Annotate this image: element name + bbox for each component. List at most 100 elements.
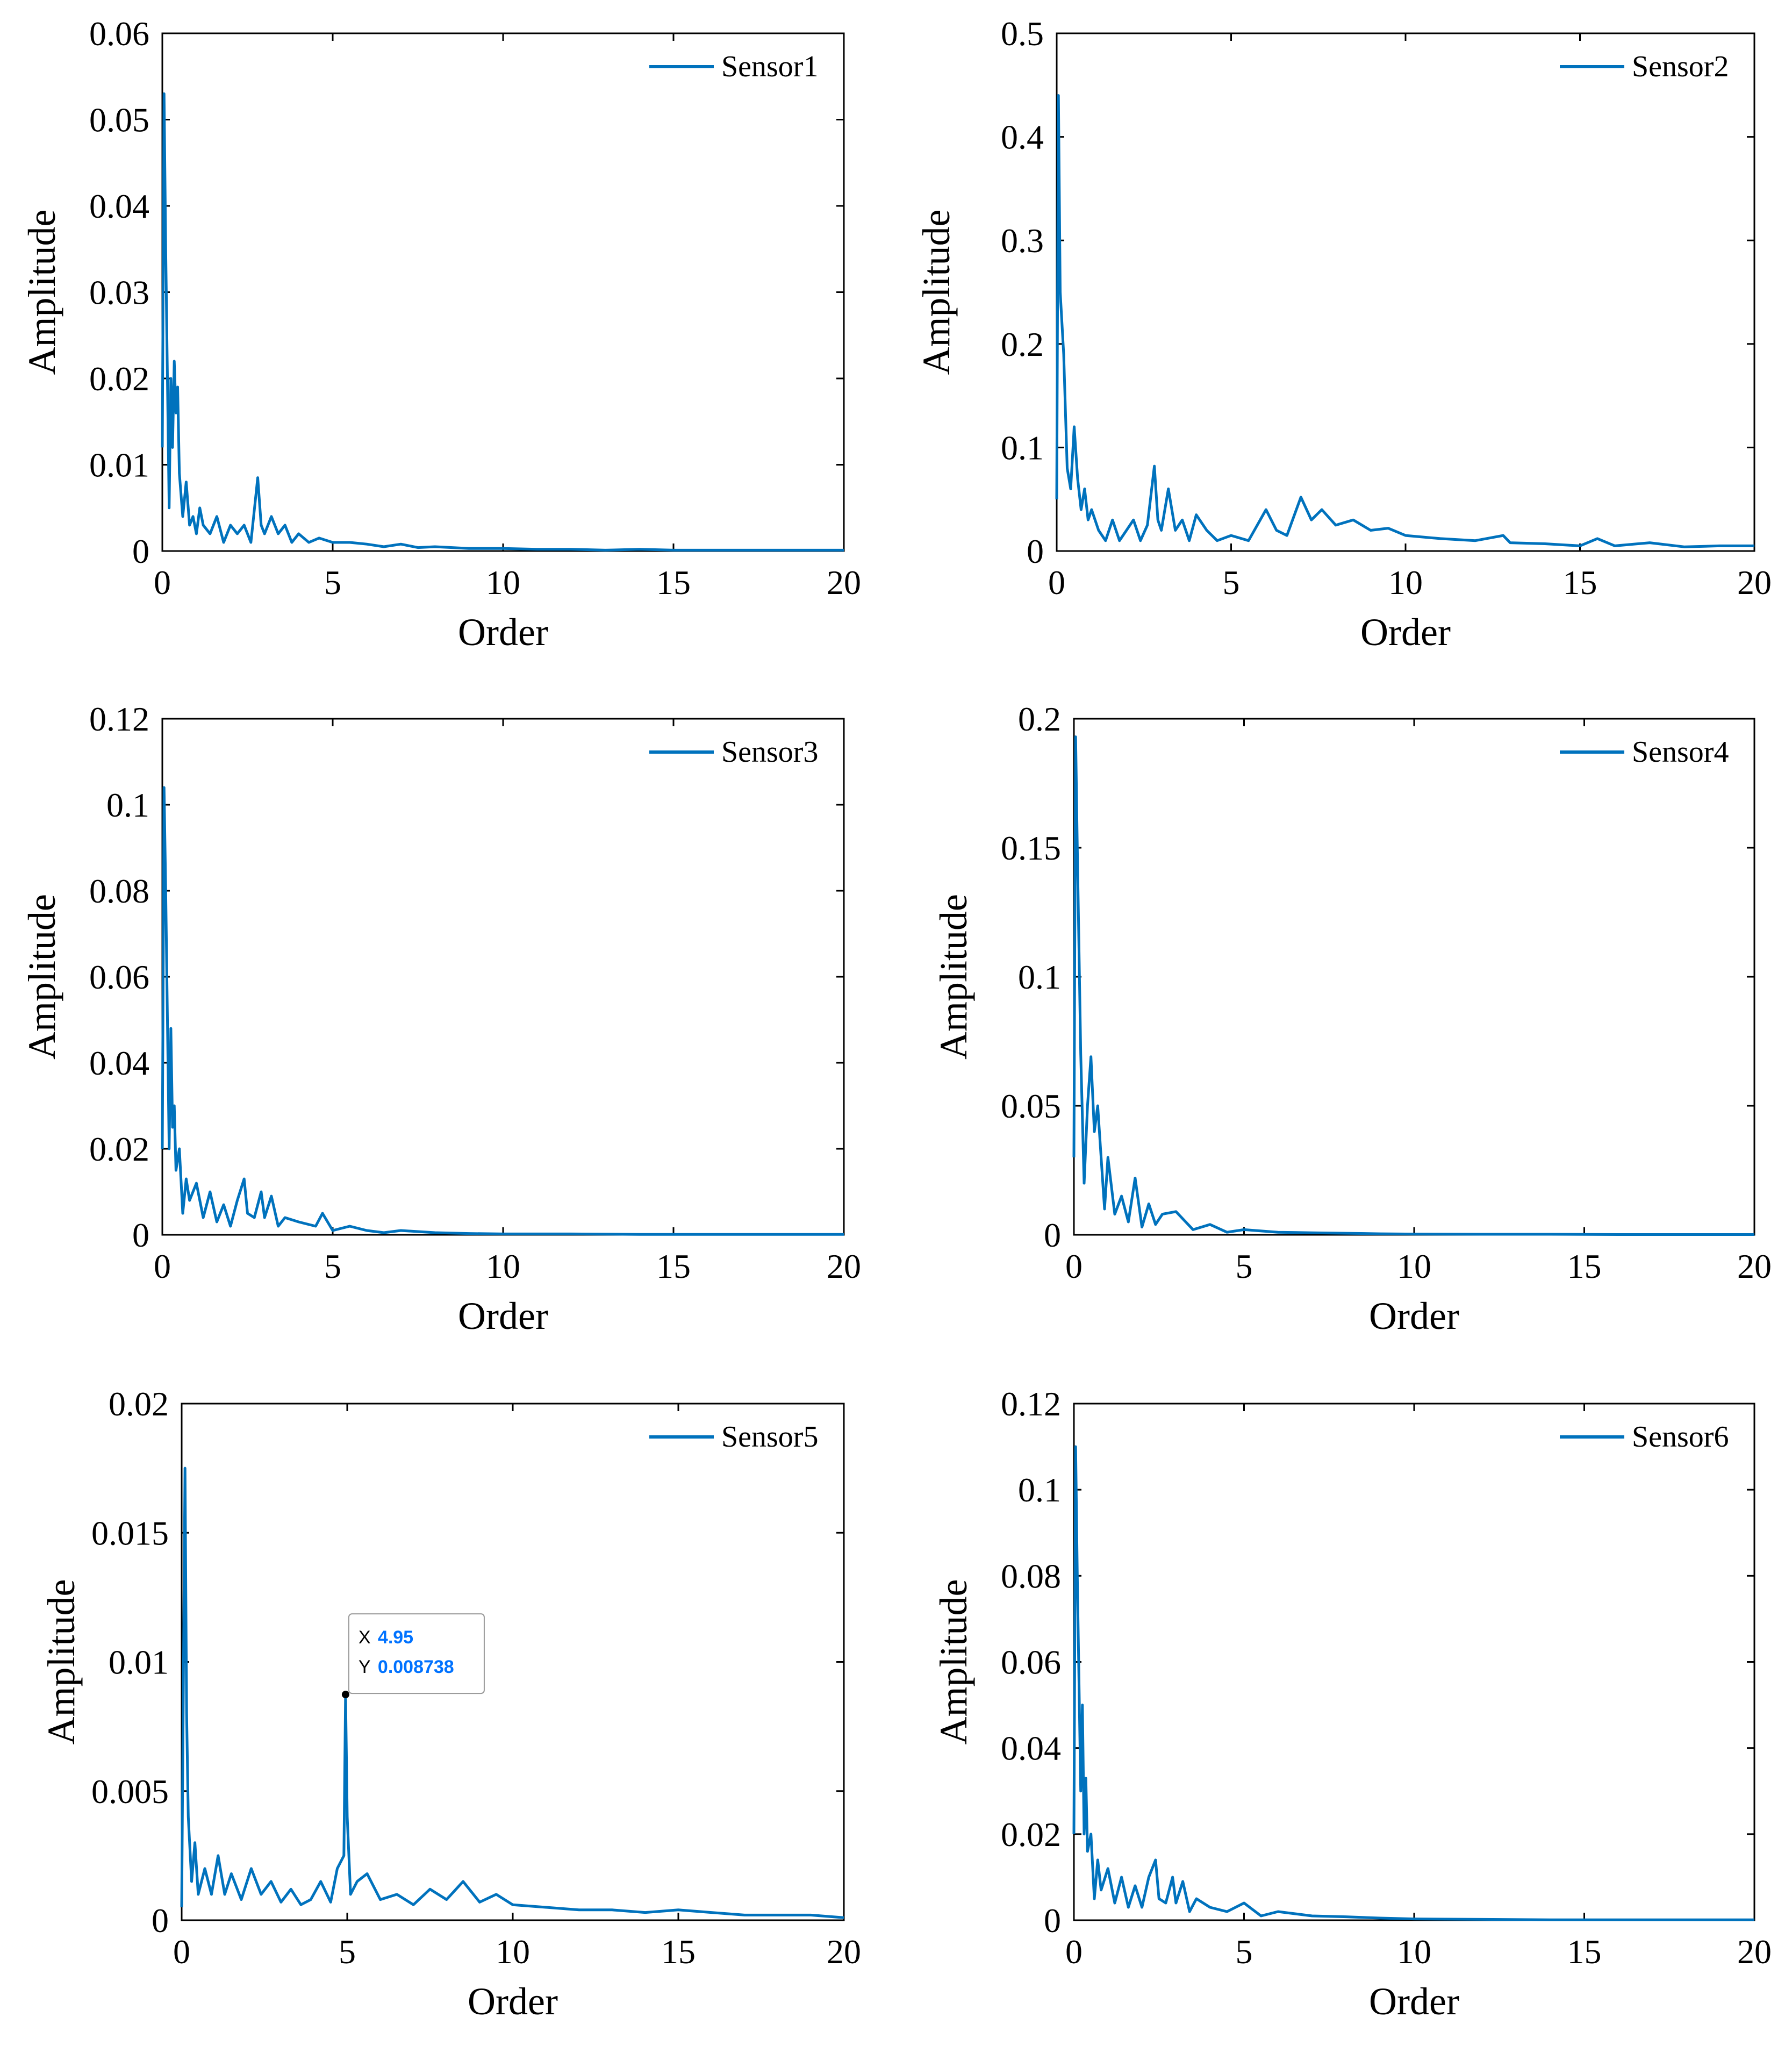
- y-tick-label: 0.12: [1001, 1385, 1061, 1423]
- x-tick-label: 0: [154, 563, 171, 602]
- y-tick-label: 0.02: [1001, 1815, 1061, 1854]
- y-tick-label: 0.12: [89, 700, 149, 738]
- chart-panel-5: 0 5 10 15 20 0 0.005 0.01 0.015 0.02 Order Amplitud…: [40, 1385, 861, 2023]
- legend-label: Sensor6: [1632, 1420, 1729, 1454]
- y-axis-label: Amplitude: [20, 894, 63, 1060]
- legend-label: Sensor3: [721, 735, 818, 769]
- x-tick-label: 5: [324, 1247, 341, 1285]
- datatip-y-value: 0.008738: [378, 1657, 454, 1677]
- y-tick-label: 0.04: [1001, 1729, 1061, 1768]
- x-tick-label: 15: [1567, 1933, 1602, 1971]
- x-tick-label: 20: [827, 1933, 861, 1971]
- x-axis-label: Order: [468, 1980, 558, 2023]
- series-line-sensor2: [1055, 94, 1754, 548]
- x-tick-label: 0: [154, 1247, 171, 1285]
- chart-panel-2: 0 5 10 15 20 0 0.1 0.2 0.3 0.4 0.5 Order Amplitude Se…: [915, 15, 1772, 654]
- x-tick-label: 15: [656, 1247, 691, 1285]
- y-tick-label: 0.06: [89, 15, 149, 53]
- y-tick-label: 0.2: [1018, 700, 1061, 738]
- y-tick-label: 0: [1027, 532, 1044, 570]
- x-tick-label: 20: [1737, 563, 1772, 602]
- legend-label: Sensor1: [721, 50, 818, 83]
- y-tick-label: 0.1: [106, 786, 149, 824]
- datatip[interactable]: X 4.95 Y 0.008738: [341, 1613, 485, 1699]
- y-tick-label: 0.005: [91, 1772, 169, 1811]
- series-line-sensor5: [180, 1467, 844, 1919]
- y-tick-label: 0.1: [1001, 428, 1044, 467]
- axes-box: [181, 1403, 845, 1921]
- y-tick-label: 0: [132, 532, 149, 570]
- y-tick-label: 0.04: [89, 1044, 149, 1082]
- x-tick-label: 20: [1737, 1933, 1772, 1971]
- x-tick-label: 10: [486, 1247, 520, 1285]
- y-tick-label: 0: [1044, 1901, 1061, 1940]
- chart-panel-3: 0 5 10 15 20 0 0.02 0.04 0.06 0.08 0.1 0.12 Order Amp…: [20, 700, 861, 1337]
- y-tick-label: 0.01: [109, 1643, 169, 1682]
- x-tick-label: 20: [1737, 1247, 1772, 1285]
- series-line-sensor3: [161, 786, 844, 1236]
- axes-box: [161, 718, 845, 1236]
- datatip-y-label: Y: [359, 1657, 371, 1677]
- x-tick-label: 10: [1397, 1247, 1431, 1285]
- x-tick-label: 15: [1563, 563, 1597, 602]
- series-line-sensor4: [1072, 735, 1754, 1236]
- y-tick-label: 0.2: [1001, 325, 1044, 363]
- y-tick-label: 0.4: [1001, 118, 1044, 156]
- y-tick-label: 0.08: [1001, 1557, 1061, 1595]
- y-tick-label: 0.05: [89, 101, 149, 139]
- y-tick-label: 0.01: [89, 446, 149, 484]
- series-line-sensor1: [161, 92, 844, 552]
- x-tick-label: 5: [1236, 1247, 1253, 1285]
- x-tick-label: 5: [324, 563, 341, 602]
- y-tick-label: 0.015: [91, 1514, 169, 1552]
- y-axis-label: Amplitude: [915, 210, 958, 375]
- y-tick-label: 0.05: [1001, 1087, 1061, 1125]
- y-tick-label: 0.04: [89, 187, 149, 225]
- x-axis-label: Order: [1360, 611, 1451, 654]
- x-axis-label: Order: [458, 1294, 548, 1337]
- x-tick-label: 0: [1065, 1933, 1083, 1971]
- x-axis-label: Order: [1369, 1980, 1459, 2023]
- y-axis-label: Amplitude: [20, 210, 63, 375]
- axes-box: [161, 32, 845, 552]
- axes-box: [1056, 32, 1755, 552]
- x-axis-label: Order: [1369, 1294, 1459, 1337]
- x-tick-label: 0: [1048, 563, 1065, 602]
- y-tick-label: 0.02: [109, 1385, 169, 1423]
- datatip-x-label: X: [359, 1627, 371, 1648]
- y-tick-label: 0.5: [1001, 15, 1044, 53]
- x-tick-label: 0: [173, 1933, 190, 1971]
- y-tick-label: 0.1: [1018, 1471, 1061, 1509]
- x-tick-label: 10: [496, 1933, 530, 1971]
- x-tick-label: 20: [827, 563, 861, 602]
- axes-box: [1073, 718, 1755, 1236]
- y-tick-label: 0.02: [89, 360, 149, 398]
- x-tick-label: 10: [1388, 563, 1423, 602]
- x-tick-label: 5: [1223, 563, 1240, 602]
- chart-panel-4: 0 5 10 15 20 0 0.05 0.1 0.15 0.2 Order Amplitude Sen…: [932, 700, 1772, 1337]
- y-axis-label: Amplitude: [40, 1579, 83, 1745]
- y-tick-label: 0.03: [89, 274, 149, 312]
- y-tick-label: 0.3: [1001, 221, 1044, 260]
- x-axis-label: Order: [458, 611, 548, 654]
- datatip-x-value: 4.95: [378, 1627, 413, 1648]
- y-tick-label: 0: [132, 1216, 149, 1254]
- legend-label: Sensor4: [1632, 735, 1729, 769]
- y-tick-label: 0.06: [1001, 1643, 1061, 1682]
- x-tick-label: 0: [1065, 1247, 1083, 1285]
- series-line-sensor6: [1072, 1445, 1754, 1921]
- y-axis-label: Amplitude: [932, 894, 975, 1060]
- x-tick-label: 20: [827, 1247, 861, 1285]
- x-tick-label: 15: [656, 563, 691, 602]
- chart-panel-6: 0 5 10 15 20 0 0.02 0.04 0.06 0.08 0.1 0.12 Order Amp…: [932, 1385, 1772, 2023]
- x-tick-label: 15: [1567, 1247, 1602, 1285]
- y-tick-label: 0.06: [89, 958, 149, 996]
- y-tick-label: 0.15: [1001, 829, 1061, 867]
- datatip-marker[interactable]: [341, 1691, 349, 1699]
- y-tick-label: 0.02: [89, 1130, 149, 1168]
- legend-label: Sensor5: [721, 1420, 818, 1454]
- axes-box: [1073, 1403, 1755, 1921]
- y-tick-label: 0.1: [1018, 958, 1061, 996]
- chart-panel-1: 0 5 10 15 20 0 0.01 0.02 0.03 0.04 0.05 0.06 Order Am…: [20, 15, 861, 654]
